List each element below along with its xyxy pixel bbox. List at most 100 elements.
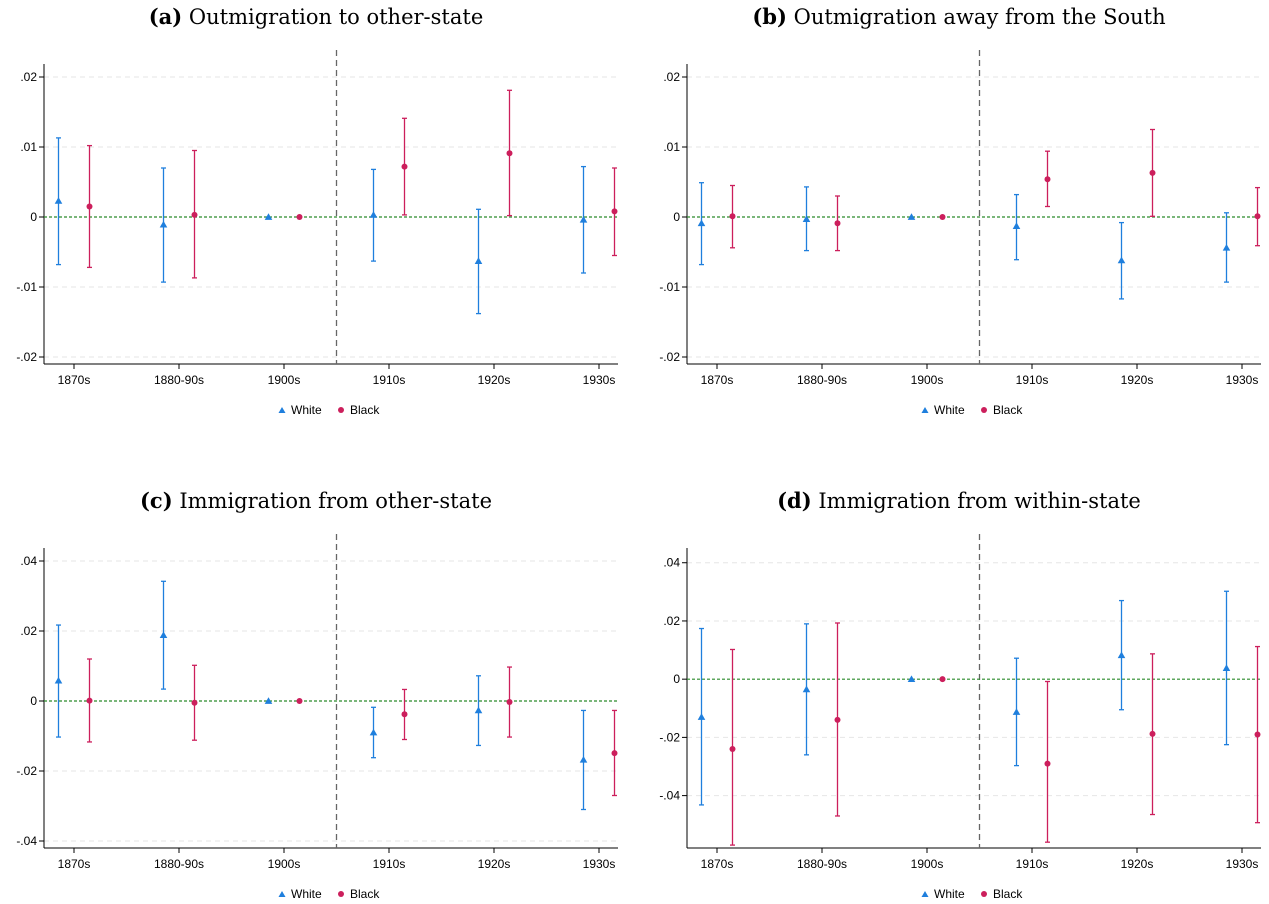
x-tick-label: 1880-90s — [154, 857, 204, 871]
y-tick-label: -.01 — [659, 280, 680, 294]
data-point-white — [159, 220, 168, 228]
y-tick-label: .02 — [663, 614, 680, 628]
x-tick-label: 1900s — [268, 373, 301, 387]
x-tick-label: 1880-90s — [797, 857, 847, 871]
x-tick-label: 1930s — [583, 857, 616, 871]
x-tick-label: 1880-90s — [154, 373, 204, 387]
data-point-white — [1117, 256, 1126, 264]
x-tick-label: 1870s — [701, 857, 734, 871]
data-point-white — [907, 675, 916, 683]
chart-title-letter-a: (a) — [148, 4, 183, 29]
chart-title-letter-d: (d) — [777, 488, 812, 513]
data-point-white — [697, 219, 706, 227]
y-tick-label: 0 — [673, 210, 680, 224]
legend-marker-black — [338, 407, 344, 413]
chart-title-text-d: Immigration from within-state — [818, 489, 1141, 513]
y-tick-label: .01 — [663, 140, 680, 154]
x-tick-label: 1930s — [583, 373, 616, 387]
data-point-white — [474, 706, 483, 714]
data-point-white — [697, 713, 706, 720]
y-tick-label: .04 — [20, 554, 37, 568]
y-tick-label: -.04 — [16, 834, 37, 848]
x-tick-label: 1910s — [373, 373, 406, 387]
data-point-white — [264, 213, 273, 220]
data-point-white — [907, 213, 916, 220]
data-point-black — [1149, 169, 1156, 176]
legend-marker-white — [278, 891, 286, 897]
chart-title-letter-c: (c) — [139, 488, 173, 513]
y-tick-label: -.02 — [16, 764, 37, 778]
chart-title-a: (a) Outmigration to other-state — [6, 4, 626, 29]
chart-b: -.02 -.01 0 .01 .02 1870s 1880-90s 1900s 1910s 19… — [659, 50, 1261, 417]
y-tick-label: .02 — [663, 70, 680, 84]
data-point-black — [296, 698, 303, 704]
chart-title-letter-b: (b) — [752, 4, 787, 29]
legend-label-black: Black — [350, 887, 380, 901]
y-tick-label: -.01 — [16, 280, 37, 294]
y-tick-label: -.02 — [659, 730, 680, 744]
chart-title-text-b: Outmigration away from the South — [793, 5, 1166, 29]
x-tick-label: 1930s — [1226, 373, 1259, 387]
data-point-white — [1012, 708, 1021, 715]
y-tick-label: -.04 — [659, 789, 680, 803]
data-point-white — [159, 631, 168, 639]
data-point-white — [579, 756, 588, 763]
data-point-white — [1222, 664, 1231, 671]
chart-a: -.02 -.01 0 .01 .02 1870s 1880-90s 1900s 1910s 19… — [16, 50, 618, 417]
legend-label-black: Black — [993, 887, 1023, 901]
data-point-white — [54, 197, 63, 204]
data-point-white — [54, 676, 63, 684]
legend-label-white: White — [934, 403, 965, 417]
chart-title-d: (d) Immigration from within-state — [649, 488, 1269, 513]
data-point-black — [86, 203, 93, 210]
data-point-black — [834, 716, 841, 723]
y-tick-label: .04 — [663, 556, 680, 570]
data-point-black — [506, 150, 513, 157]
data-point-black — [1044, 176, 1051, 183]
data-point-white — [1012, 222, 1021, 229]
data-point-black — [191, 211, 198, 218]
data-point-black — [611, 750, 618, 757]
data-point-black — [1044, 760, 1051, 767]
panel-c: (c) Immigration from other-state -.04 -.0… — [6, 484, 626, 904]
legend-marker-black — [338, 891, 344, 897]
chart-title-b: (b) Outmigration away from the South — [649, 4, 1269, 29]
y-tick-label: -.02 — [16, 350, 37, 364]
chart-c: -.04 -.02 0 .02 .04 1870s 1880-90s 1900s 1910s 19… — [16, 534, 618, 901]
data-point-black — [834, 220, 841, 227]
y-tick-label: .01 — [20, 140, 37, 154]
y-tick-label: 0 — [30, 694, 37, 708]
data-point-white — [579, 216, 588, 223]
chart-title-text-a: Outmigration to other-state — [188, 5, 484, 29]
data-point-black — [296, 214, 303, 220]
legend-marker-white — [921, 407, 929, 413]
x-tick-label: 1920s — [478, 373, 511, 387]
y-tick-label: .02 — [20, 70, 37, 84]
legend-label-white: White — [934, 887, 965, 901]
y-tick-label: 0 — [673, 672, 680, 686]
chart-title-c: (c) Immigration from other-state — [6, 488, 626, 513]
data-point-black — [401, 711, 408, 718]
data-point-black — [611, 208, 618, 215]
legend-marker-black — [981, 891, 987, 897]
data-point-white — [802, 215, 811, 222]
x-tick-label: 1900s — [911, 857, 944, 871]
x-tick-label: 1870s — [701, 373, 734, 387]
legend-label-white: White — [291, 887, 322, 901]
panel-a: (a) Outmigration to other-state -.02 -.01… — [6, 0, 626, 420]
data-point-white — [802, 685, 811, 693]
data-point-black — [939, 676, 946, 683]
legend-label-black: Black — [993, 403, 1023, 417]
x-tick-label: 1910s — [1016, 857, 1049, 871]
data-point-white — [474, 257, 483, 264]
x-tick-label: 1900s — [268, 857, 301, 871]
x-tick-label: 1900s — [911, 373, 944, 387]
x-tick-label: 1870s — [58, 857, 91, 871]
x-tick-label: 1920s — [1121, 857, 1154, 871]
x-tick-label: 1910s — [1016, 373, 1049, 387]
x-tick-label: 1880-90s — [797, 373, 847, 387]
legend-marker-white — [921, 891, 929, 897]
data-point-white — [264, 697, 273, 704]
data-point-black — [729, 213, 736, 220]
data-point-black — [1254, 213, 1261, 220]
